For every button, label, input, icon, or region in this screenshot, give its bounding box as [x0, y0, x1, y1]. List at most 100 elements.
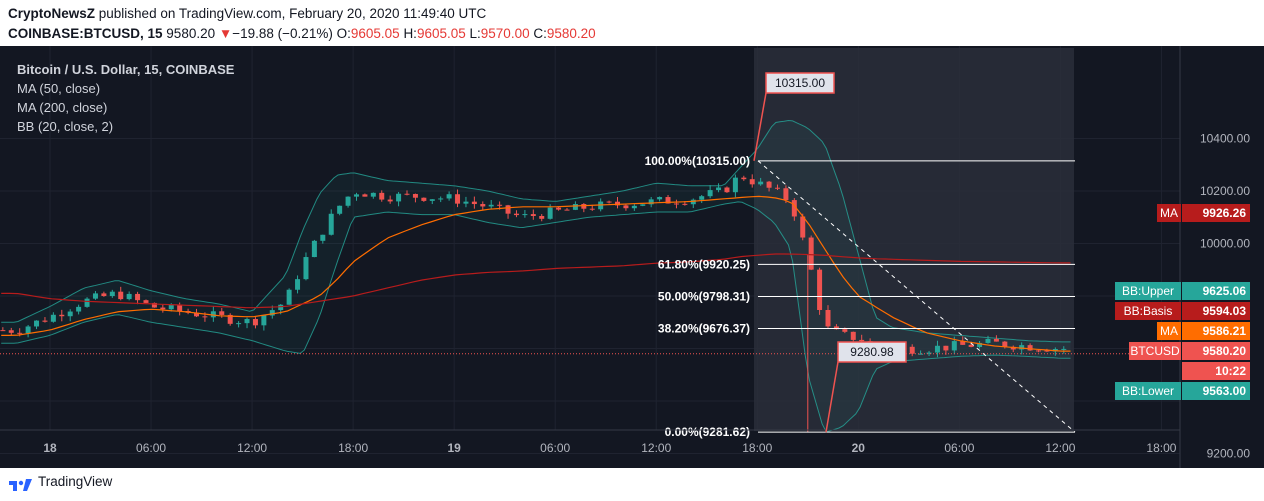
- price-tag-name-box: [1129, 342, 1181, 360]
- price-tag-name-box: [1115, 282, 1181, 300]
- price-tag-name: BTCUSD: [1130, 344, 1180, 358]
- indicator-lines: [0, 195, 1180, 355]
- candle-body: [673, 203, 679, 205]
- candle-body: [168, 304, 174, 310]
- candle-body: [808, 237, 814, 270]
- candle-body: [387, 199, 393, 202]
- candle-body: [471, 201, 477, 205]
- candle-body: [850, 331, 856, 340]
- candle-body: [17, 332, 23, 334]
- price-tag-name: MA: [1160, 206, 1178, 220]
- candle-body: [345, 196, 351, 206]
- legend-bb[interactable]: BB (20, close, 2): [17, 119, 114, 134]
- candle-body: [572, 204, 578, 210]
- candle-body: [977, 342, 983, 347]
- change-down-icon: ▼: [218, 26, 233, 41]
- candle-body: [833, 326, 839, 330]
- candle-body: [126, 293, 132, 300]
- candle-body: [951, 341, 957, 351]
- candle-body: [396, 193, 402, 202]
- legend-ma50[interactable]: MA (50, close): [17, 81, 101, 96]
- candle-body: [766, 181, 772, 188]
- time-tick-label: 12:00: [1045, 441, 1075, 455]
- price-tag-name: BB:Upper: [1122, 284, 1174, 298]
- candle-body: [362, 194, 368, 197]
- price-tag-name-box: [1115, 382, 1181, 400]
- price-tick-label: 10200.00: [1200, 184, 1250, 198]
- candle-body: [556, 207, 562, 210]
- price-change: −19.88 (−0.21%): [232, 26, 333, 41]
- candle-body: [1044, 350, 1050, 352]
- candle-body: [50, 314, 56, 322]
- price-tag-value-box: [1182, 302, 1250, 320]
- price-chart[interactable]: 100.00%(10315.00) 61.80%(9920.25) 50.00%(9…: [0, 46, 1264, 468]
- time-tick-label: 18:00: [1146, 441, 1176, 455]
- low-value: 9570.00: [480, 26, 530, 41]
- time-tick-label: 06:00: [136, 441, 166, 455]
- time-tick-label: 18:00: [338, 441, 368, 455]
- candle-body: [741, 177, 747, 180]
- price-tag-name-box: [1115, 302, 1181, 320]
- price-callouts: 10315.00 9280.98: [753, 72, 907, 433]
- candle-body: [581, 204, 587, 209]
- footer: TradingView: [0, 468, 1264, 501]
- candle-body: [0, 330, 6, 332]
- candle-body: [404, 193, 410, 195]
- low-label: L:: [469, 26, 481, 41]
- candle-body: [522, 214, 528, 216]
- price-tick-label: 10000.00: [1200, 237, 1250, 251]
- candle-body: [143, 300, 149, 303]
- candle-body: [151, 302, 157, 308]
- candle-body: [421, 197, 427, 201]
- time-tick-label: 19: [447, 441, 461, 455]
- chart-area[interactable]: 100.00%(10315.00) 61.80%(9920.25) 50.00%(9…: [0, 46, 1264, 468]
- callout-label: 10315.00: [775, 76, 825, 90]
- symbol-label: COINBASE:BTCUSD, 15: [8, 26, 163, 41]
- candle-body: [311, 240, 317, 258]
- candle-body: [817, 269, 823, 311]
- candle-body: [631, 205, 637, 209]
- candle-body: [109, 291, 115, 297]
- price-tag-name: MA: [1160, 324, 1178, 338]
- price-tick-label: 9200.00: [1207, 447, 1251, 461]
- ohlc-line: COINBASE:BTCUSD, 15 9580.20 ▼−19.88 (−0.…: [8, 26, 596, 41]
- high-value: 9605.05: [416, 26, 466, 41]
- candle-body: [690, 199, 696, 205]
- price-tag-value: 9926.26: [1203, 206, 1247, 220]
- candle-body: [842, 329, 848, 332]
- candle-body: [497, 204, 503, 206]
- high-label: H:: [403, 26, 417, 41]
- candle-body: [244, 318, 250, 324]
- candle-body: [412, 193, 418, 198]
- callout-box: [765, 72, 835, 94]
- candle-body: [269, 310, 275, 316]
- candle-body: [707, 190, 713, 197]
- callout-pointer: [825, 361, 839, 433]
- candle-body: [429, 199, 435, 201]
- ma200-line: [1, 253, 1071, 309]
- price-tag-value-box: [1182, 204, 1250, 222]
- candle-body: [25, 326, 31, 334]
- last-price: 9580.20: [166, 26, 216, 41]
- price-tick-label: 10400.00: [1200, 132, 1250, 146]
- price-tag-value: 10:22: [1215, 364, 1246, 378]
- candle-body: [749, 179, 755, 185]
- legend-title: Bitcoin / U.S. Dollar, 15, COINBASE: [17, 62, 235, 77]
- candle-body: [960, 341, 966, 345]
- candle-body: [615, 201, 621, 206]
- candle-body: [926, 352, 932, 354]
- candle-body: [320, 234, 326, 241]
- candle-body: [76, 306, 82, 312]
- price-tag-name-box: [1157, 322, 1181, 340]
- candle-body: [480, 204, 486, 207]
- candle-body: [993, 338, 999, 342]
- callout-pointer: [753, 92, 767, 161]
- close-value: 9580.20: [546, 26, 596, 41]
- candle-body: [67, 311, 73, 317]
- legend-ma200[interactable]: MA (200, close): [17, 100, 108, 115]
- candle-body: [505, 205, 511, 214]
- candle-body: [774, 187, 780, 189]
- candle-body: [791, 200, 797, 217]
- candle-body: [278, 304, 284, 311]
